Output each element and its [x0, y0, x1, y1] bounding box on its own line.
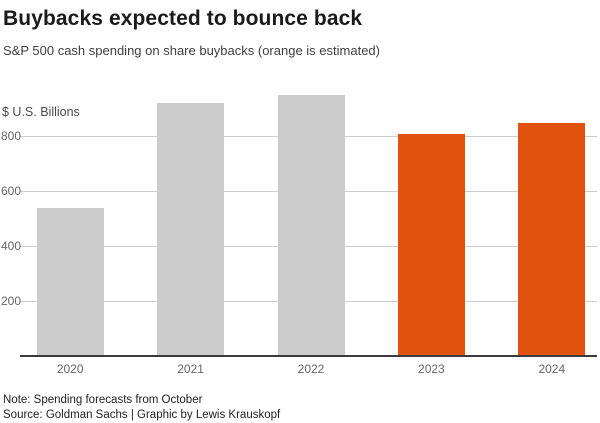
y-tick-label-600: 600 [1, 184, 22, 199]
bar-2024 [518, 122, 586, 356]
x-tick-label-2021: 2021 [177, 362, 204, 376]
x-tick-label-2023: 2023 [418, 362, 445, 376]
chart-note: Note: Spending forecasts from October [3, 394, 203, 406]
y-tick-label-400: 400 [1, 239, 22, 254]
bar-2020 [36, 207, 104, 356]
bar-2023 [397, 133, 465, 356]
bar-2021 [157, 103, 225, 356]
x-tick-label-2022: 2022 [297, 362, 325, 376]
x-axis-line [20, 355, 597, 357]
y-tick-label-200: 200 [1, 294, 22, 309]
y-axis-title: $ U.S. Billions [2, 105, 80, 119]
x-tick-label-2024: 2024 [538, 362, 566, 376]
chart-title: Buybacks expected to bounce back [3, 7, 363, 30]
bar-2022 [277, 95, 345, 356]
x-tick-label-2020: 2020 [56, 362, 84, 376]
chart-subtitle: S&P 500 cash spending on share buybacks … [3, 43, 380, 58]
y-tick-label-800: 800 [1, 129, 22, 144]
chart-source: Source: Goldman Sachs | Graphic by Lewis… [3, 409, 281, 421]
